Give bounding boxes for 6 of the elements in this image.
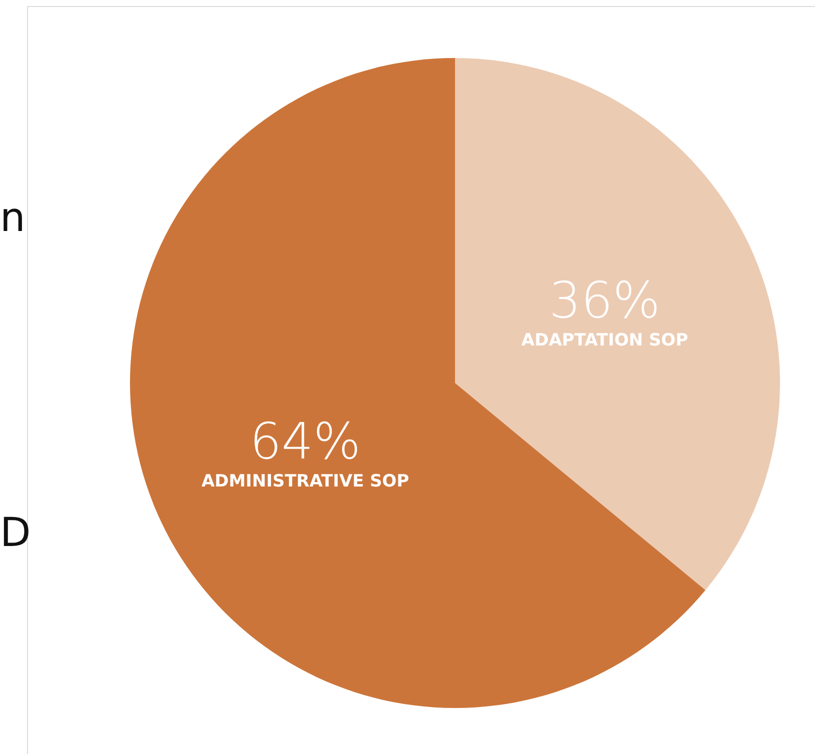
slice-label: ADAPTATION SOP [521,330,688,351]
text: n [0,195,26,241]
slice-label: ADMINISTRATIVE SOP [201,471,410,492]
data-label: 36% [549,272,660,330]
data-label: 64% [250,412,361,470]
text: D [0,510,31,556]
